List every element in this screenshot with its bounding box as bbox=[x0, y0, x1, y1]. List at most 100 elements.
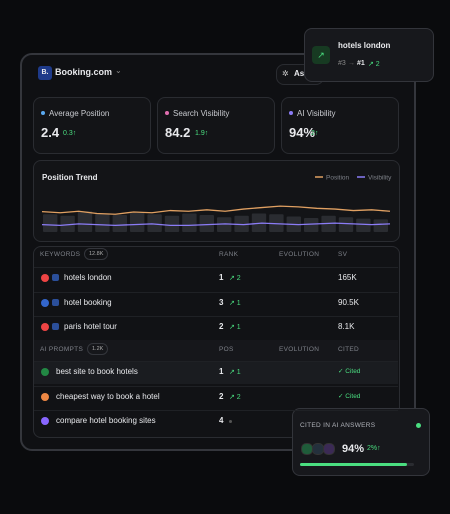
region-icon: ✲ bbox=[282, 69, 289, 78]
row-icon bbox=[41, 417, 49, 425]
section-title: AI PROMPTS bbox=[40, 346, 84, 353]
trend-bar bbox=[43, 214, 58, 232]
metric-dot bbox=[289, 111, 293, 115]
engine-icon bbox=[52, 323, 59, 330]
metric-dot bbox=[41, 111, 45, 115]
row-name: hotels london bbox=[64, 273, 112, 282]
highlight-row bbox=[34, 362, 398, 384]
row-rank: 2 bbox=[219, 322, 224, 331]
logo: B. bbox=[38, 66, 52, 80]
engine-icon bbox=[52, 298, 59, 306]
row-divider bbox=[34, 385, 398, 387]
rank-card bbox=[304, 28, 434, 82]
row-divider bbox=[34, 267, 398, 268]
column-header: RANK bbox=[219, 251, 239, 258]
row-icon bbox=[41, 298, 49, 307]
row-icon bbox=[41, 323, 49, 331]
row-change: ↗ 2 bbox=[229, 275, 241, 282]
rank-keyword: hotels london bbox=[338, 41, 391, 50]
row-divider bbox=[34, 410, 398, 411]
row-rank: 4 bbox=[219, 416, 224, 425]
rank-change: ↗ 2 bbox=[368, 61, 380, 68]
chevron: ⌄ bbox=[115, 66, 122, 75]
trend-bar bbox=[304, 217, 319, 232]
row-change: ↗ 1 bbox=[229, 369, 241, 376]
row-rank: 1 bbox=[219, 367, 224, 376]
metric-card bbox=[157, 97, 275, 154]
metric-label: Search Visibility bbox=[173, 109, 230, 118]
row-change: ↗ 2 bbox=[229, 393, 241, 401]
trend-title: Position Trend bbox=[42, 173, 98, 182]
trend-bar bbox=[95, 213, 110, 232]
rank-arrow: → bbox=[348, 60, 355, 67]
row-last: 165K bbox=[338, 273, 357, 282]
metric-label: AI Visibility bbox=[297, 109, 336, 118]
brand[interactable]: Booking.com bbox=[55, 67, 113, 77]
metric-dot bbox=[165, 111, 169, 115]
row-last: ✓ Cited bbox=[338, 368, 361, 375]
count-badge: 1.2K bbox=[87, 343, 109, 355]
metric-delta: 1.9↑ bbox=[195, 130, 209, 137]
metric-value: 84.2 bbox=[165, 125, 191, 140]
trend-bar bbox=[60, 215, 75, 232]
trend-bar bbox=[217, 217, 232, 232]
row-rank: 3 bbox=[219, 297, 224, 307]
row-divider bbox=[34, 291, 398, 293]
row-divider bbox=[34, 361, 398, 362]
row-divider bbox=[34, 316, 398, 317]
column-header: POS bbox=[219, 346, 234, 353]
row-rank: 1 bbox=[219, 273, 224, 282]
column-header: CITED bbox=[338, 346, 359, 353]
status-dot bbox=[416, 423, 421, 428]
rank-from: #3 bbox=[338, 60, 346, 67]
metric-card bbox=[33, 97, 151, 154]
trend-bar bbox=[147, 214, 162, 232]
trend-bar bbox=[234, 215, 249, 232]
row-last: 90.5K bbox=[338, 297, 359, 307]
rank-to: #1 bbox=[357, 60, 365, 67]
row-last: 8.1K bbox=[338, 322, 355, 331]
row-change: ↗ 1 bbox=[229, 299, 241, 307]
trend-bar bbox=[77, 211, 93, 232]
metric-card bbox=[281, 97, 399, 154]
row-icon bbox=[41, 392, 49, 401]
trend-bar bbox=[164, 215, 180, 232]
trend-bar bbox=[338, 217, 354, 232]
trend-line bbox=[41, 205, 391, 215]
row-last: ✓ Cited bbox=[338, 392, 361, 400]
trend-bar bbox=[356, 218, 371, 232]
trend-bar bbox=[199, 214, 214, 232]
row-change: ↗ 1 bbox=[229, 324, 241, 331]
legend-label: Visibility bbox=[368, 175, 392, 182]
column-header: SV bbox=[338, 251, 348, 258]
rank-icon: ↗ bbox=[312, 46, 330, 64]
ai-icon bbox=[323, 443, 335, 455]
column-header: EVOLUTION bbox=[279, 251, 320, 258]
trend-bar bbox=[112, 214, 127, 232]
row-name: cheapest way to book a hotel bbox=[56, 391, 160, 401]
cited-title: CITED IN AI ANSWERS bbox=[300, 422, 376, 429]
engine-icon bbox=[52, 274, 59, 281]
row-name: best site to book hotels bbox=[56, 367, 138, 376]
row-rank: 2 bbox=[219, 391, 224, 401]
row-icon bbox=[41, 368, 49, 376]
legend-label: Position bbox=[326, 175, 350, 182]
row-name: hotel booking bbox=[64, 297, 112, 307]
row-icon bbox=[41, 274, 49, 282]
metric-delta: 2↑ bbox=[311, 130, 319, 137]
progress-bar bbox=[300, 463, 408, 466]
metric-label: Average Position bbox=[49, 109, 110, 118]
trend-bar bbox=[130, 212, 145, 232]
metric-value: 94% bbox=[289, 125, 316, 140]
prompts-header-bg bbox=[34, 340, 398, 362]
column-header: EVOLUTION bbox=[279, 346, 320, 353]
row-name: paris hotel tour bbox=[64, 322, 117, 331]
metric-value: 2.4 bbox=[41, 125, 60, 140]
count-badge: 12.8K bbox=[84, 248, 109, 260]
trend-line bbox=[41, 222, 391, 226]
cited-value: 94% bbox=[342, 443, 365, 455]
row-name: compare hotel booking sites bbox=[56, 416, 156, 425]
